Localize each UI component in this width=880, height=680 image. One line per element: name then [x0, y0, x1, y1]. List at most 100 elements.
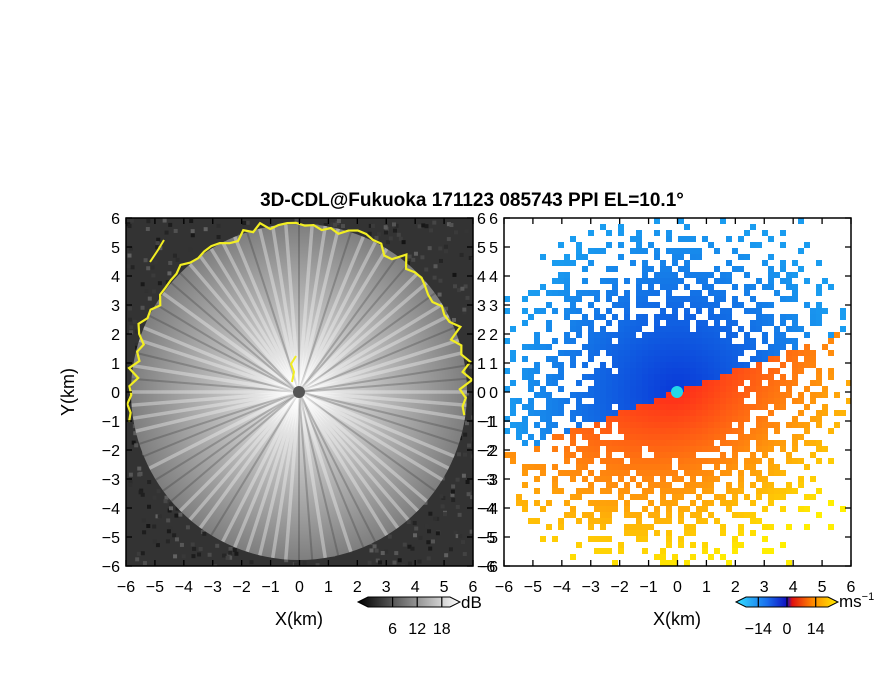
velocity-cell: [636, 278, 642, 284]
noise-pixel: [190, 233, 195, 238]
velocity-cell: [606, 482, 612, 488]
velocity-cell: [660, 344, 666, 350]
velocity-cell: [756, 302, 762, 308]
velocity-cell: [552, 488, 558, 494]
velocity-cell: [696, 512, 702, 518]
velocity-cell: [792, 368, 798, 374]
velocity-cell: [624, 356, 630, 362]
noise-pixel: [453, 530, 458, 535]
velocity-cell: [714, 248, 720, 254]
velocity-cell: [714, 320, 720, 326]
noise-pixel: [397, 558, 402, 563]
velocity-cell: [792, 314, 798, 320]
velocity-cell: [636, 386, 642, 392]
velocity-cell: [570, 494, 576, 500]
velocity-cell: [558, 278, 564, 284]
velocity-cell: [762, 350, 768, 356]
velocity-cell: [666, 542, 672, 548]
velocity-cell: [678, 542, 684, 548]
velocity-cell: [594, 452, 600, 458]
velocity-cell: [708, 284, 714, 290]
velocity-cell: [594, 248, 600, 254]
velocity-cell: [678, 296, 684, 302]
velocity-cell: [666, 374, 672, 380]
velocity-cell: [636, 320, 642, 326]
noise-pixel: [165, 280, 170, 285]
velocity-cell: [516, 398, 522, 404]
velocity-cell: [738, 344, 744, 350]
velocity-cell: [804, 362, 810, 368]
velocity-cell: [546, 524, 552, 530]
velocity-cell: [768, 398, 774, 404]
velocity-cell: [768, 368, 774, 374]
velocity-cell: [528, 290, 534, 296]
noise-pixel: [128, 482, 133, 487]
beam-line: [131, 390, 300, 412]
beam-line: [209, 224, 301, 393]
velocity-cell: [810, 416, 816, 422]
velocity-cell: [696, 470, 702, 476]
velocity-cell: [780, 260, 786, 266]
velocity-cell: [690, 542, 696, 548]
y-tick-label: −1: [102, 414, 120, 431]
velocity-cell: [660, 476, 666, 482]
noise-pixel: [197, 552, 202, 557]
velocity-cell: [618, 542, 624, 548]
beam-line: [131, 319, 300, 394]
velocity-cell: [648, 356, 654, 362]
velocity-cell: [678, 464, 684, 470]
noise-pixel: [427, 246, 432, 251]
velocity-cell: [696, 332, 702, 338]
velocity-cell: [660, 428, 666, 434]
velocity-cell: [810, 350, 816, 356]
noise-pixel: [406, 261, 411, 266]
velocity-cell: [552, 476, 558, 482]
noise-pixel: [145, 226, 150, 231]
noise-pixel: [169, 506, 174, 511]
velocity-cell: [600, 314, 606, 320]
velocity-cell: [702, 482, 708, 488]
velocity-cell: [636, 536, 642, 542]
velocity-cell: [600, 524, 606, 530]
velocity-cell: [522, 416, 528, 422]
velocity-cell: [552, 380, 558, 386]
velocity-cell: [762, 434, 768, 440]
velocity-cell: [786, 326, 792, 332]
noise-pixel: [444, 553, 449, 558]
velocity-cell: [642, 434, 648, 440]
x-tick-label: 1: [324, 579, 333, 596]
velocity-cell: [606, 368, 612, 374]
velocity-cell: [714, 302, 720, 308]
velocity-cell: [654, 452, 660, 458]
velocity-cell: [684, 260, 690, 266]
velocity-cell: [606, 458, 612, 464]
velocity-cell: [768, 440, 774, 446]
velocity-cell: [636, 428, 642, 434]
velocity-cell: [648, 380, 654, 386]
velocity-cell: [690, 290, 696, 296]
velocity-cell: [690, 386, 696, 392]
velocity-cell: [648, 446, 654, 452]
velocity-cell: [762, 416, 768, 422]
velocity-cell: [630, 440, 636, 446]
velocity-cell: [582, 362, 588, 368]
velocity-cell: [696, 440, 702, 446]
beam-line: [261, 391, 301, 560]
velocity-cell: [600, 416, 606, 422]
velocity-cell: [696, 338, 702, 344]
velocity-cell: [522, 356, 528, 362]
velocity-cell: [618, 464, 624, 470]
velocity-cell: [552, 404, 558, 410]
velocity-cell: [822, 392, 828, 398]
velocity-cell: [552, 398, 558, 404]
velocity-cell: [582, 314, 588, 320]
velocity-cell: [702, 272, 708, 278]
noise-pixel: [378, 560, 383, 565]
velocity-cell: [612, 506, 618, 512]
noise-pixel: [413, 533, 418, 538]
velocity-cell: [708, 362, 714, 368]
velocity-cell: [606, 320, 612, 326]
y-tick-label-right: −2: [477, 443, 495, 460]
velocity-cell: [630, 530, 636, 536]
velocity-cell: [708, 290, 714, 296]
